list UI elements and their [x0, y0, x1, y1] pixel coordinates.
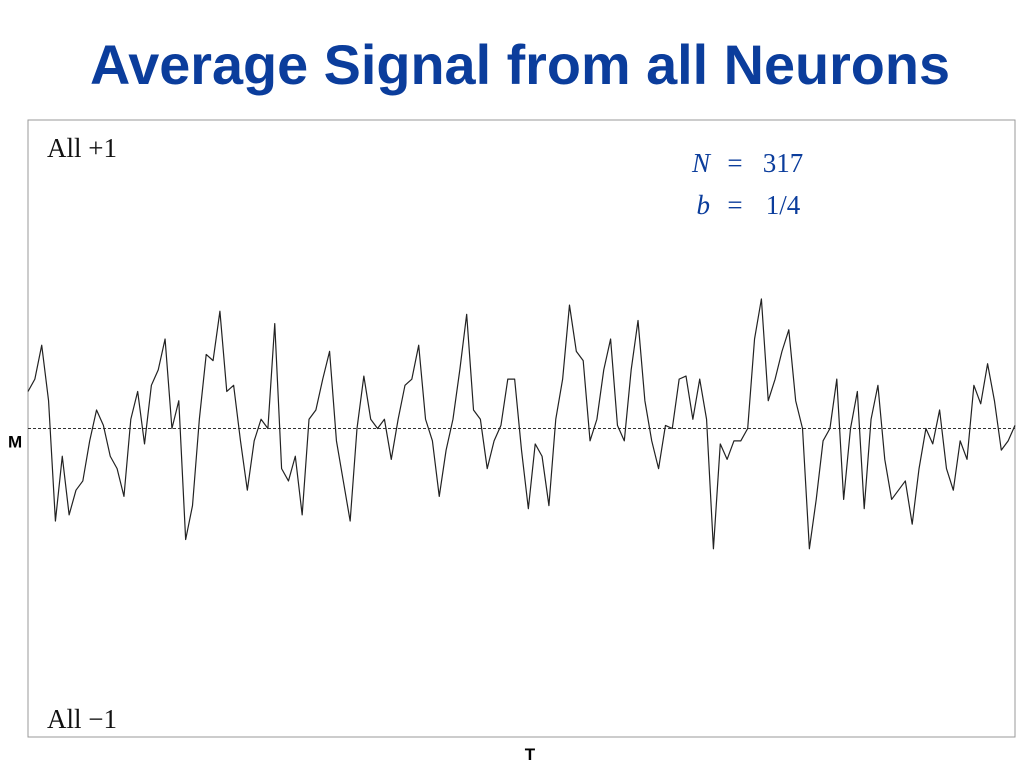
param-sep: = — [727, 190, 742, 220]
plot-frame — [27, 119, 1016, 738]
param-name: N — [691, 148, 712, 178]
x-label: T — [525, 745, 536, 764]
chart-title: Average Signal from all Neurons — [90, 33, 950, 96]
param-value: 1/4 — [766, 190, 801, 220]
bottom-label: All −1 — [47, 704, 117, 734]
param-value: 317 — [763, 148, 804, 178]
signal-line — [27, 298, 1016, 550]
y-tick-label: M — [8, 433, 22, 452]
param-sep: = — [727, 148, 742, 178]
top-label: All +1 — [47, 133, 117, 163]
param-name: b — [697, 190, 711, 220]
